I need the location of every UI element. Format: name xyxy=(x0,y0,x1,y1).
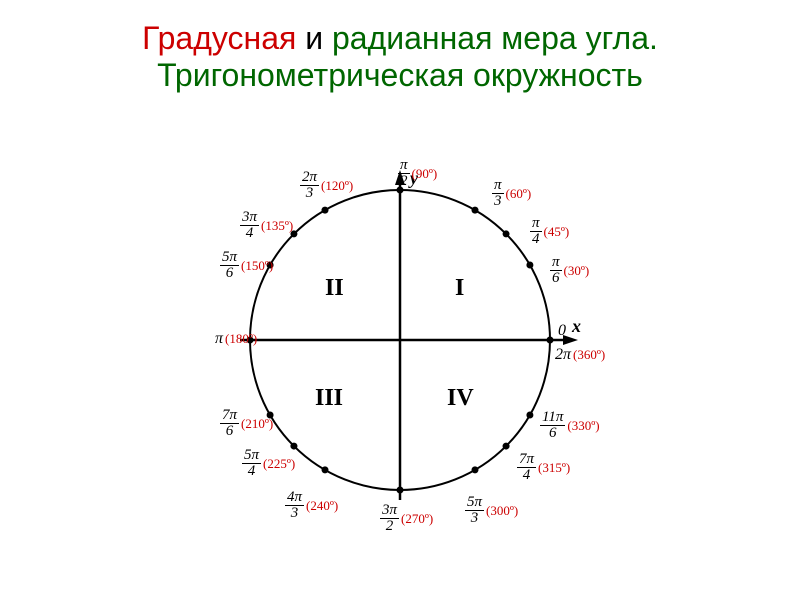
angle-point xyxy=(322,207,329,214)
angle-label-330: 11π6(330º) xyxy=(540,410,600,441)
title-word-2: и xyxy=(296,20,332,56)
deg-label: (90º) xyxy=(412,166,438,182)
angle-label-150: 5π6(150º) xyxy=(220,250,273,281)
angle-label-0: 0 xyxy=(558,322,566,340)
deg-label: (120º) xyxy=(321,178,353,194)
angle-point xyxy=(503,230,510,237)
rad-fraction: π2 xyxy=(398,158,410,189)
angle-point xyxy=(322,466,329,473)
deg-label: (180º) xyxy=(225,331,257,347)
rad-label: 0 xyxy=(558,322,566,340)
angle-point xyxy=(472,207,479,214)
rad-fraction: 3π2 xyxy=(380,503,399,534)
angle-label-300: 5π3(300º) xyxy=(465,495,518,526)
page-title: Градусная и радианная мера угла. Тригоно… xyxy=(0,0,800,94)
rad-fraction: π6 xyxy=(550,255,562,286)
deg-label: (135º) xyxy=(261,218,293,234)
angle-label-90: π2(90º) xyxy=(398,158,437,189)
angle-label-210: 7π6(210º) xyxy=(220,408,273,439)
deg-label: (315º) xyxy=(538,460,570,476)
rad-fraction: 3π4 xyxy=(240,210,259,241)
deg-label: (270º) xyxy=(401,511,433,527)
title-line-1: Градусная и радианная мера угла. xyxy=(0,20,800,57)
deg-label: (60º) xyxy=(506,186,532,202)
x-axis-label: x xyxy=(572,316,581,337)
angle-label-225: 5π4(225º) xyxy=(242,448,295,479)
title-line-2: Тригонометрическая окружность xyxy=(0,57,800,94)
quadrant-II: II xyxy=(325,275,344,302)
quadrant-I: I xyxy=(455,275,464,302)
deg-label: (330º) xyxy=(567,418,599,434)
angle-point xyxy=(503,443,510,450)
rad-fraction: 5π6 xyxy=(220,250,239,281)
deg-label: (150º) xyxy=(241,258,273,274)
title-word-4: мера угла. xyxy=(492,20,658,56)
angle-label-360: 2π(360º) xyxy=(555,346,605,364)
angle-label-45: π4(45º) xyxy=(530,216,569,247)
quadrant-III: III xyxy=(315,385,343,412)
deg-label: (225º) xyxy=(263,456,295,472)
deg-label: (210º) xyxy=(241,416,273,432)
angle-label-30: π6(30º) xyxy=(550,255,589,286)
unit-circle-diagram: y x IIIIIIIV 02π(360º)π6(30º)π4(45º)π3(6… xyxy=(200,120,600,560)
rad-fraction: 7π6 xyxy=(220,408,239,439)
rad-label: 2π xyxy=(555,346,571,364)
rad-fraction: 4π3 xyxy=(285,490,304,521)
deg-label: (45º) xyxy=(544,224,570,240)
rad-fraction: 5π3 xyxy=(465,495,484,526)
angle-label-240: 4π3(240º) xyxy=(285,490,338,521)
angle-label-270: 3π2(270º) xyxy=(380,503,433,534)
quadrant-IV: IV xyxy=(447,385,474,412)
angle-label-60: π3(60º) xyxy=(492,178,531,209)
deg-label: (30º) xyxy=(564,263,590,279)
rad-fraction: 11π6 xyxy=(540,410,565,441)
rad-label: π xyxy=(215,330,223,348)
rad-fraction: 5π4 xyxy=(242,448,261,479)
angle-label-135: 3π4(135º) xyxy=(240,210,293,241)
rad-fraction: 7π4 xyxy=(517,452,536,483)
rad-fraction: 2π3 xyxy=(300,170,319,201)
angle-label-120: 2π3(120º) xyxy=(300,170,353,201)
angle-point xyxy=(526,262,533,269)
rad-fraction: π3 xyxy=(492,178,504,209)
angle-point xyxy=(472,466,479,473)
deg-label: (360º) xyxy=(573,347,605,363)
rad-fraction: π4 xyxy=(530,216,542,247)
angle-label-180: π(180º) xyxy=(215,330,257,348)
angle-point xyxy=(397,487,404,494)
deg-label: (240º) xyxy=(306,498,338,514)
angle-point xyxy=(526,412,533,419)
angle-point xyxy=(547,337,554,344)
title-word-1: Градусная xyxy=(142,20,296,56)
angle-label-315: 7π4(315º) xyxy=(517,452,570,483)
title-word-3: радианная xyxy=(332,20,492,56)
deg-label: (300º) xyxy=(486,503,518,519)
